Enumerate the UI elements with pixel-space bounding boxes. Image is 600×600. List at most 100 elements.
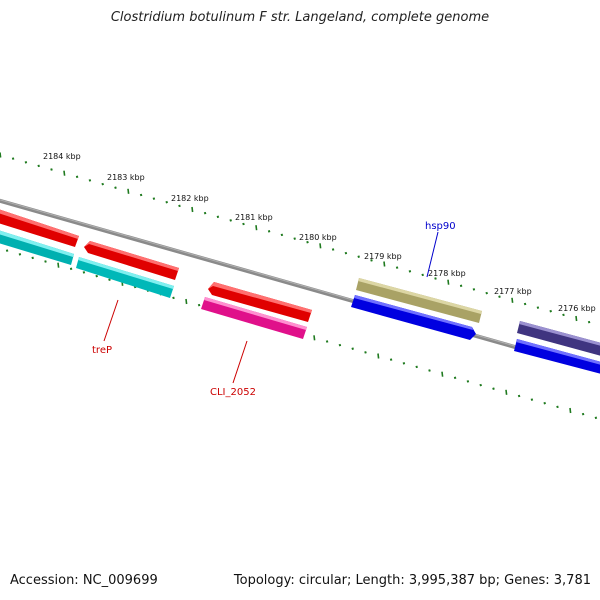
- upper-scale-tick: [498, 295, 501, 298]
- upper-scale-tick: [267, 230, 271, 233]
- lower-scale-tick: [543, 401, 546, 405]
- upper-scale-tick: [485, 291, 488, 295]
- upper-scale-tick: [75, 175, 79, 179]
- scale-label-2184: 2184 kbp: [43, 152, 81, 161]
- scale-label-2180: 2180 kbp: [299, 233, 337, 242]
- lower-scale-tick: [197, 303, 201, 307]
- lower-scale-tick: [402, 362, 406, 365]
- upper-scale-tick: [587, 320, 591, 324]
- lower-scale-tick: [338, 343, 342, 347]
- upper-scale-tick: [178, 204, 181, 208]
- upper-scale-tick: [11, 157, 15, 160]
- lower-scale-tick: [479, 383, 482, 387]
- scale-label-2178: 2178 kbp: [428, 269, 466, 278]
- gene-feature-red-2[interactable]: [84, 241, 179, 280]
- lower-scale-tick: [108, 278, 111, 281]
- upper-scale-tick: [216, 215, 220, 219]
- lower-scale-tick: [313, 335, 316, 341]
- upper-scale-tick: [242, 222, 245, 226]
- upper-scale-tick: [421, 273, 424, 277]
- upper-scale-tick: [101, 182, 104, 186]
- lower-scale-tick: [530, 398, 534, 401]
- upper-scale-tick: [575, 315, 578, 322]
- gene-feature-cli-2052[interactable]: [201, 297, 307, 339]
- gene-label-hsp90: hsp90: [425, 221, 456, 232]
- gene-feature-blue-1[interactable]: [351, 295, 476, 340]
- gene-label-trep: treP: [92, 345, 112, 356]
- lower-scale-tick: [428, 369, 431, 372]
- upper-scale-tick: [139, 193, 143, 197]
- scale-label-2176: 2176 kbp: [558, 304, 596, 313]
- scale-label-2181: 2181 kbp: [235, 213, 273, 222]
- lower-scale-tick: [95, 274, 98, 278]
- map-title: Clostridium botulinum F str. Langeland, …: [110, 10, 490, 25]
- lower-scale-tick: [364, 351, 367, 354]
- lower-scale-tick: [18, 253, 22, 256]
- upper-scale-tick: [191, 206, 194, 213]
- genome-backbone: [0, 198, 600, 374]
- scale-label-2183: 2183 kbp: [107, 173, 145, 182]
- lower-scale-tick: [492, 387, 495, 390]
- gene-feature-hsp90[interactable]: [356, 278, 482, 323]
- accession-text: Accession: NC_009699: [10, 573, 158, 588]
- upper-scale-tick: [255, 225, 258, 231]
- lower-scale-tick: [57, 262, 60, 268]
- lower-scale-tick: [569, 407, 572, 414]
- gene-feature-red-3[interactable]: [208, 282, 312, 322]
- upper-scale-tick: [447, 279, 450, 285]
- lower-scale-tick: [351, 347, 354, 350]
- upper-scale-tick: [127, 188, 130, 194]
- upper-scale-tick: [229, 219, 232, 222]
- lower-scale-tick: [5, 249, 9, 252]
- scale-labels: 2184 kbp 2183 kbp 2182 kbp 2181 kbp 2180…: [43, 152, 596, 313]
- upper-scale-tick: [319, 243, 322, 249]
- upper-scale-tick: [383, 261, 386, 267]
- upper-scale-tick: [152, 197, 156, 200]
- gene-feature-red-1[interactable]: [0, 208, 79, 247]
- lower-scale-tick: [594, 416, 598, 420]
- lower-scale-tick: [377, 353, 380, 359]
- upper-scale-tick: [434, 277, 437, 280]
- lower-scale-tick: [415, 365, 418, 369]
- upper-scale-tick: [549, 309, 552, 313]
- lower-scale-tick: [389, 358, 393, 361]
- upper-scale-tick: [88, 179, 92, 182]
- upper-scale-tick: [114, 186, 117, 189]
- lower-scale-tick: [185, 298, 188, 305]
- lower-scale-tick: [517, 394, 521, 398]
- upper-scale-tick: [370, 259, 373, 262]
- genome-summary-text: Topology: circular; Length: 3,995,387 bp…: [233, 573, 591, 588]
- lower-scale-tick: [31, 256, 34, 260]
- upper-scale-track: [0, 152, 591, 324]
- upper-scale-tick: [50, 168, 53, 171]
- upper-scale-tick: [523, 302, 527, 306]
- upper-scale-tick: [408, 270, 412, 273]
- lower-scale-tick: [325, 340, 329, 343]
- lower-scale-tick: [441, 371, 444, 377]
- lower-scale-tick: [556, 405, 559, 409]
- gene-features: [0, 208, 600, 375]
- upper-scale-tick: [37, 164, 40, 168]
- gene-feature-cyan-1[interactable]: [0, 229, 74, 265]
- scale-label-2177: 2177 kbp: [494, 287, 532, 296]
- upper-scale-tick: [511, 297, 514, 303]
- lower-scale-tick: [466, 380, 470, 383]
- upper-scale-tick: [395, 266, 399, 269]
- lower-scale-tick: [82, 271, 86, 274]
- upper-scale-tick: [280, 233, 284, 237]
- upper-scale-tick: [459, 284, 463, 288]
- upper-scale-tick: [203, 211, 207, 215]
- lower-scale-tick: [172, 296, 175, 300]
- gene-feature-slate[interactable]: [517, 321, 600, 357]
- scale-label-2182: 2182 kbp: [171, 194, 209, 203]
- gene-feature-trep[interactable]: [76, 257, 174, 298]
- upper-scale-tick: [293, 237, 296, 240]
- upper-scale-tick: [536, 306, 540, 309]
- upper-scale-tick: [306, 240, 309, 244]
- gene-feature-blue-2[interactable]: [514, 339, 600, 375]
- lower-scale-tick: [69, 267, 73, 271]
- lower-scale-tick: [44, 260, 47, 263]
- upper-scale-tick: [331, 248, 335, 251]
- upper-scale-tick: [562, 313, 565, 317]
